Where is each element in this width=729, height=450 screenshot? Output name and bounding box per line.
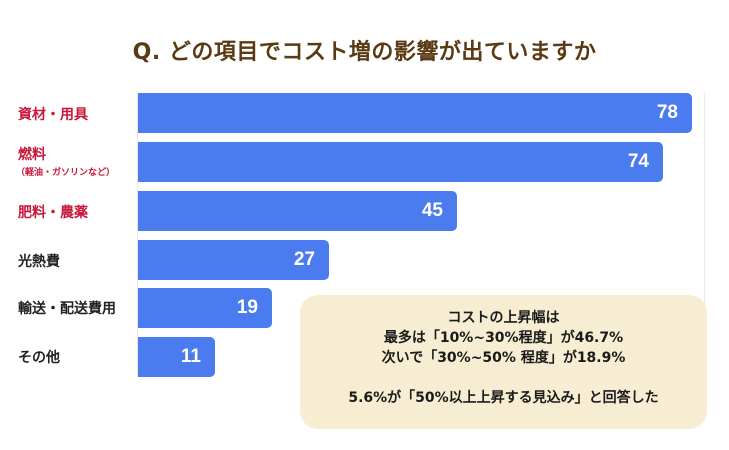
bar-utilities: 27 — [138, 240, 329, 280]
category-label: 肥料・農薬 — [18, 205, 88, 221]
bar-shipping: 19 — [138, 288, 272, 328]
bar-value: 11 — [180, 346, 201, 367]
category-label: 資材・用具 — [18, 107, 88, 123]
category-label: その他 — [18, 350, 60, 366]
max-gridline — [704, 93, 705, 378]
summary-callout: コストの上昇幅は 最多は「10%~30%程度」が46.7% 次いで「30%~50… — [300, 295, 707, 429]
category-label: 光熱費 — [18, 254, 60, 270]
bar-value: 19 — [236, 297, 258, 318]
bar-fertilizer: 45 — [138, 191, 457, 231]
chart-title: Q. どの項目でコスト増の影響が出ていますか — [132, 40, 597, 65]
bar-value: 74 — [627, 151, 649, 172]
callout-line: 5.6%が「50%以上上昇する見込み」と回答した — [348, 390, 659, 406]
bar-materials: 78 — [138, 93, 692, 133]
bar-value: 27 — [293, 249, 315, 270]
callout-line: 次いで「30%~50% 程度」が18.9% — [381, 350, 626, 366]
bar-value: 78 — [656, 102, 678, 123]
callout-line: 最多は「10%~30%程度」が46.7% — [383, 330, 624, 346]
category-sublabel: （軽油・ガソリンなど） — [16, 168, 116, 178]
category-label: 燃料 — [18, 147, 46, 163]
bar-fuel: 74 — [138, 142, 663, 182]
category-label: 輸送・配送費用 — [18, 301, 116, 317]
y-axis-line — [137, 93, 138, 378]
callout-line: コストの上昇幅は — [447, 310, 560, 326]
bar-other: 11 — [138, 337, 215, 377]
bar-value: 45 — [421, 200, 443, 221]
